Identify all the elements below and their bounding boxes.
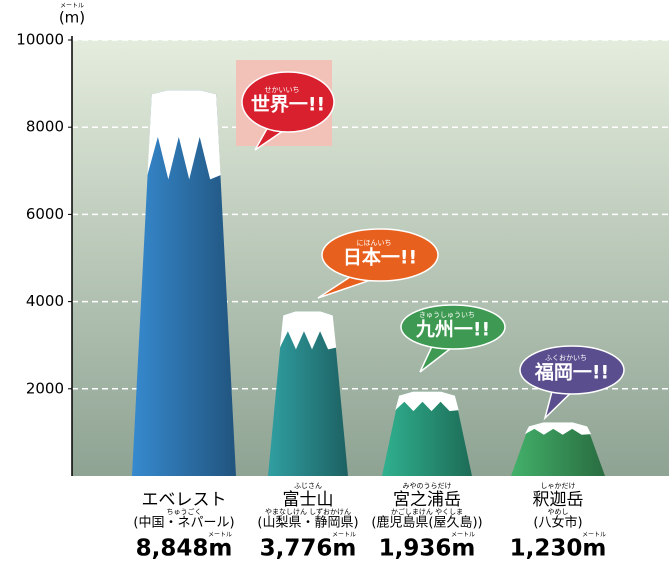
- snow-cap: [524, 422, 592, 435]
- value-label: 3,776m: [260, 536, 357, 562]
- mountain: [132, 90, 236, 476]
- category-ruby: ふじさん: [294, 482, 322, 490]
- badge: 日本一!!: [343, 246, 417, 269]
- value-label: 1,936m: [379, 536, 476, 562]
- badge: 福岡一!!: [534, 361, 609, 384]
- unit-ruby: メートル: [60, 3, 84, 10]
- bubble: [321, 228, 439, 282]
- category-ruby: しゃかだけ: [541, 482, 576, 490]
- snow-cap: [279, 311, 337, 350]
- mountain: [382, 391, 472, 476]
- y-tick-label: 10000: [16, 31, 64, 49]
- badge-ruby: にほんいち: [357, 239, 392, 247]
- snow-cap: [147, 90, 221, 180]
- region: (中国・ネパール): [133, 516, 234, 531]
- value-unit-ruby: メートル: [582, 532, 606, 539]
- badge: 九州一!!: [415, 319, 490, 341]
- x-tick-label: 富士山: [283, 490, 334, 510]
- value-label: 8,848m: [136, 536, 233, 562]
- badge-ruby: ふくおかいち: [545, 354, 587, 362]
- x-tick-label: エベレスト: [142, 490, 227, 510]
- region: (山梨県・静岡県): [257, 516, 358, 531]
- region: (鹿児島県(屋久島)): [371, 515, 482, 531]
- y-tick-label: 6000: [26, 205, 64, 223]
- y-tick-label: 2000: [26, 379, 64, 397]
- region: (八女市): [533, 515, 582, 531]
- badge: 世界一!!: [251, 94, 325, 116]
- bubble: [519, 345, 625, 395]
- value-unit-ruby: メートル: [332, 532, 356, 539]
- category-ruby: みやのうらだけ: [403, 482, 452, 490]
- value-unit-ruby: メートル: [451, 532, 475, 539]
- x-tick-label: 釈迦岳: [533, 490, 584, 510]
- region-ruby: やめし: [548, 508, 569, 516]
- y-tick-label: 4000: [26, 292, 64, 310]
- mountain: [511, 422, 605, 476]
- x-tick-label: 宮之浦岳: [393, 490, 461, 510]
- value-label: 1,230m: [510, 536, 607, 562]
- y-tick-label: 8000: [26, 118, 64, 136]
- region-ruby: かごしまけん やくしま: [391, 507, 463, 516]
- region-ruby: ちゅうごく: [167, 507, 202, 516]
- bubble: [400, 304, 506, 350]
- value-unit-ruby: メートル: [208, 532, 232, 539]
- bubble: [241, 71, 335, 133]
- badge-ruby: せかいいち: [265, 86, 300, 94]
- badge-ruby: きゅうしゅういち: [419, 311, 475, 319]
- snow-cap: [395, 391, 459, 412]
- unit: (m): [59, 9, 85, 27]
- mountain: [268, 311, 348, 476]
- region-ruby: やまなしけん しずおかけん: [265, 507, 351, 516]
